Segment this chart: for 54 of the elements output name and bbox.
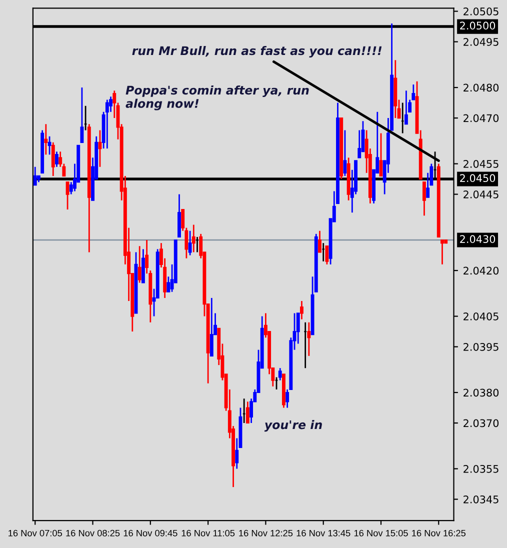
y-tick-label: 2.0495 — [464, 38, 498, 46]
candlestick — [318, 230, 322, 253]
x-tick-label: 16 Nov 09:45 — [124, 530, 178, 536]
candlestick — [80, 86, 84, 144]
candlestick — [188, 230, 192, 256]
y-tick-label: 2.0445 — [464, 190, 498, 198]
candlestick — [98, 130, 102, 168]
candlestick — [440, 239, 444, 266]
candlestick — [412, 84, 416, 100]
annotation: you're in — [264, 420, 322, 432]
y-tick-label: 2.0470 — [464, 114, 499, 122]
ref-line-label: 2.0450 — [460, 174, 496, 182]
y-tick-label: 2.0345 — [464, 495, 498, 504]
candlestick — [307, 322, 311, 357]
x-tick-label: 16 Nov 12:25 — [239, 530, 293, 536]
y-tick-label: 2.0480 — [464, 84, 499, 92]
y-tick-label: 2.0355 — [464, 464, 498, 473]
x-tick-label: 16 Nov 07:05 — [8, 530, 62, 536]
candlestick — [430, 163, 434, 186]
candlestick — [44, 123, 48, 156]
x-tick-label: 16 Nov 13:45 — [296, 530, 350, 536]
x-tick-label: 16 Nov 16:25 — [412, 530, 466, 536]
candlestick — [33, 166, 37, 186]
ref-line-label: 2.0500 — [460, 22, 496, 30]
x-tick-label: 16 Nov 11:05 — [182, 530, 235, 536]
candlestick — [210, 297, 214, 357]
candlestick — [48, 136, 52, 156]
y-tick-label: 2.0455 — [464, 160, 498, 168]
annotation: run Mr Bull, run as fast as you can!!!! — [132, 46, 382, 58]
candlestick — [404, 90, 408, 125]
candlestick — [422, 181, 426, 216]
candlestick — [66, 181, 70, 210]
y-tick-label: 2.0380 — [464, 388, 499, 397]
candlestick — [358, 130, 362, 158]
candlestick — [325, 245, 329, 266]
candlestick — [138, 245, 142, 284]
y-tick-label: 2.0420 — [464, 266, 499, 275]
y-tick-label: 2.0370 — [464, 419, 499, 428]
candlestick — [246, 400, 250, 424]
x-tick-label: 16 Nov 15:05 — [354, 530, 408, 536]
annotation: Poppa's comin after ya, run along now! — [126, 85, 309, 110]
x-tick-label: 16 Nov 08:25 — [66, 530, 120, 536]
candlestick — [105, 99, 109, 150]
ref-line-label: 2.0430 — [460, 235, 496, 244]
candlestick — [55, 150, 58, 168]
y-tick-label: 2.0405 — [464, 312, 498, 320]
candlestick — [192, 224, 196, 253]
candlestick — [278, 367, 282, 381]
candlestick — [379, 132, 383, 177]
candlestick — [51, 142, 55, 177]
candlestick — [300, 300, 304, 320]
y-tick-label: 2.0505 — [464, 7, 498, 16]
candlestick — [343, 130, 347, 177]
y-tick-label: 2.0395 — [464, 342, 498, 351]
